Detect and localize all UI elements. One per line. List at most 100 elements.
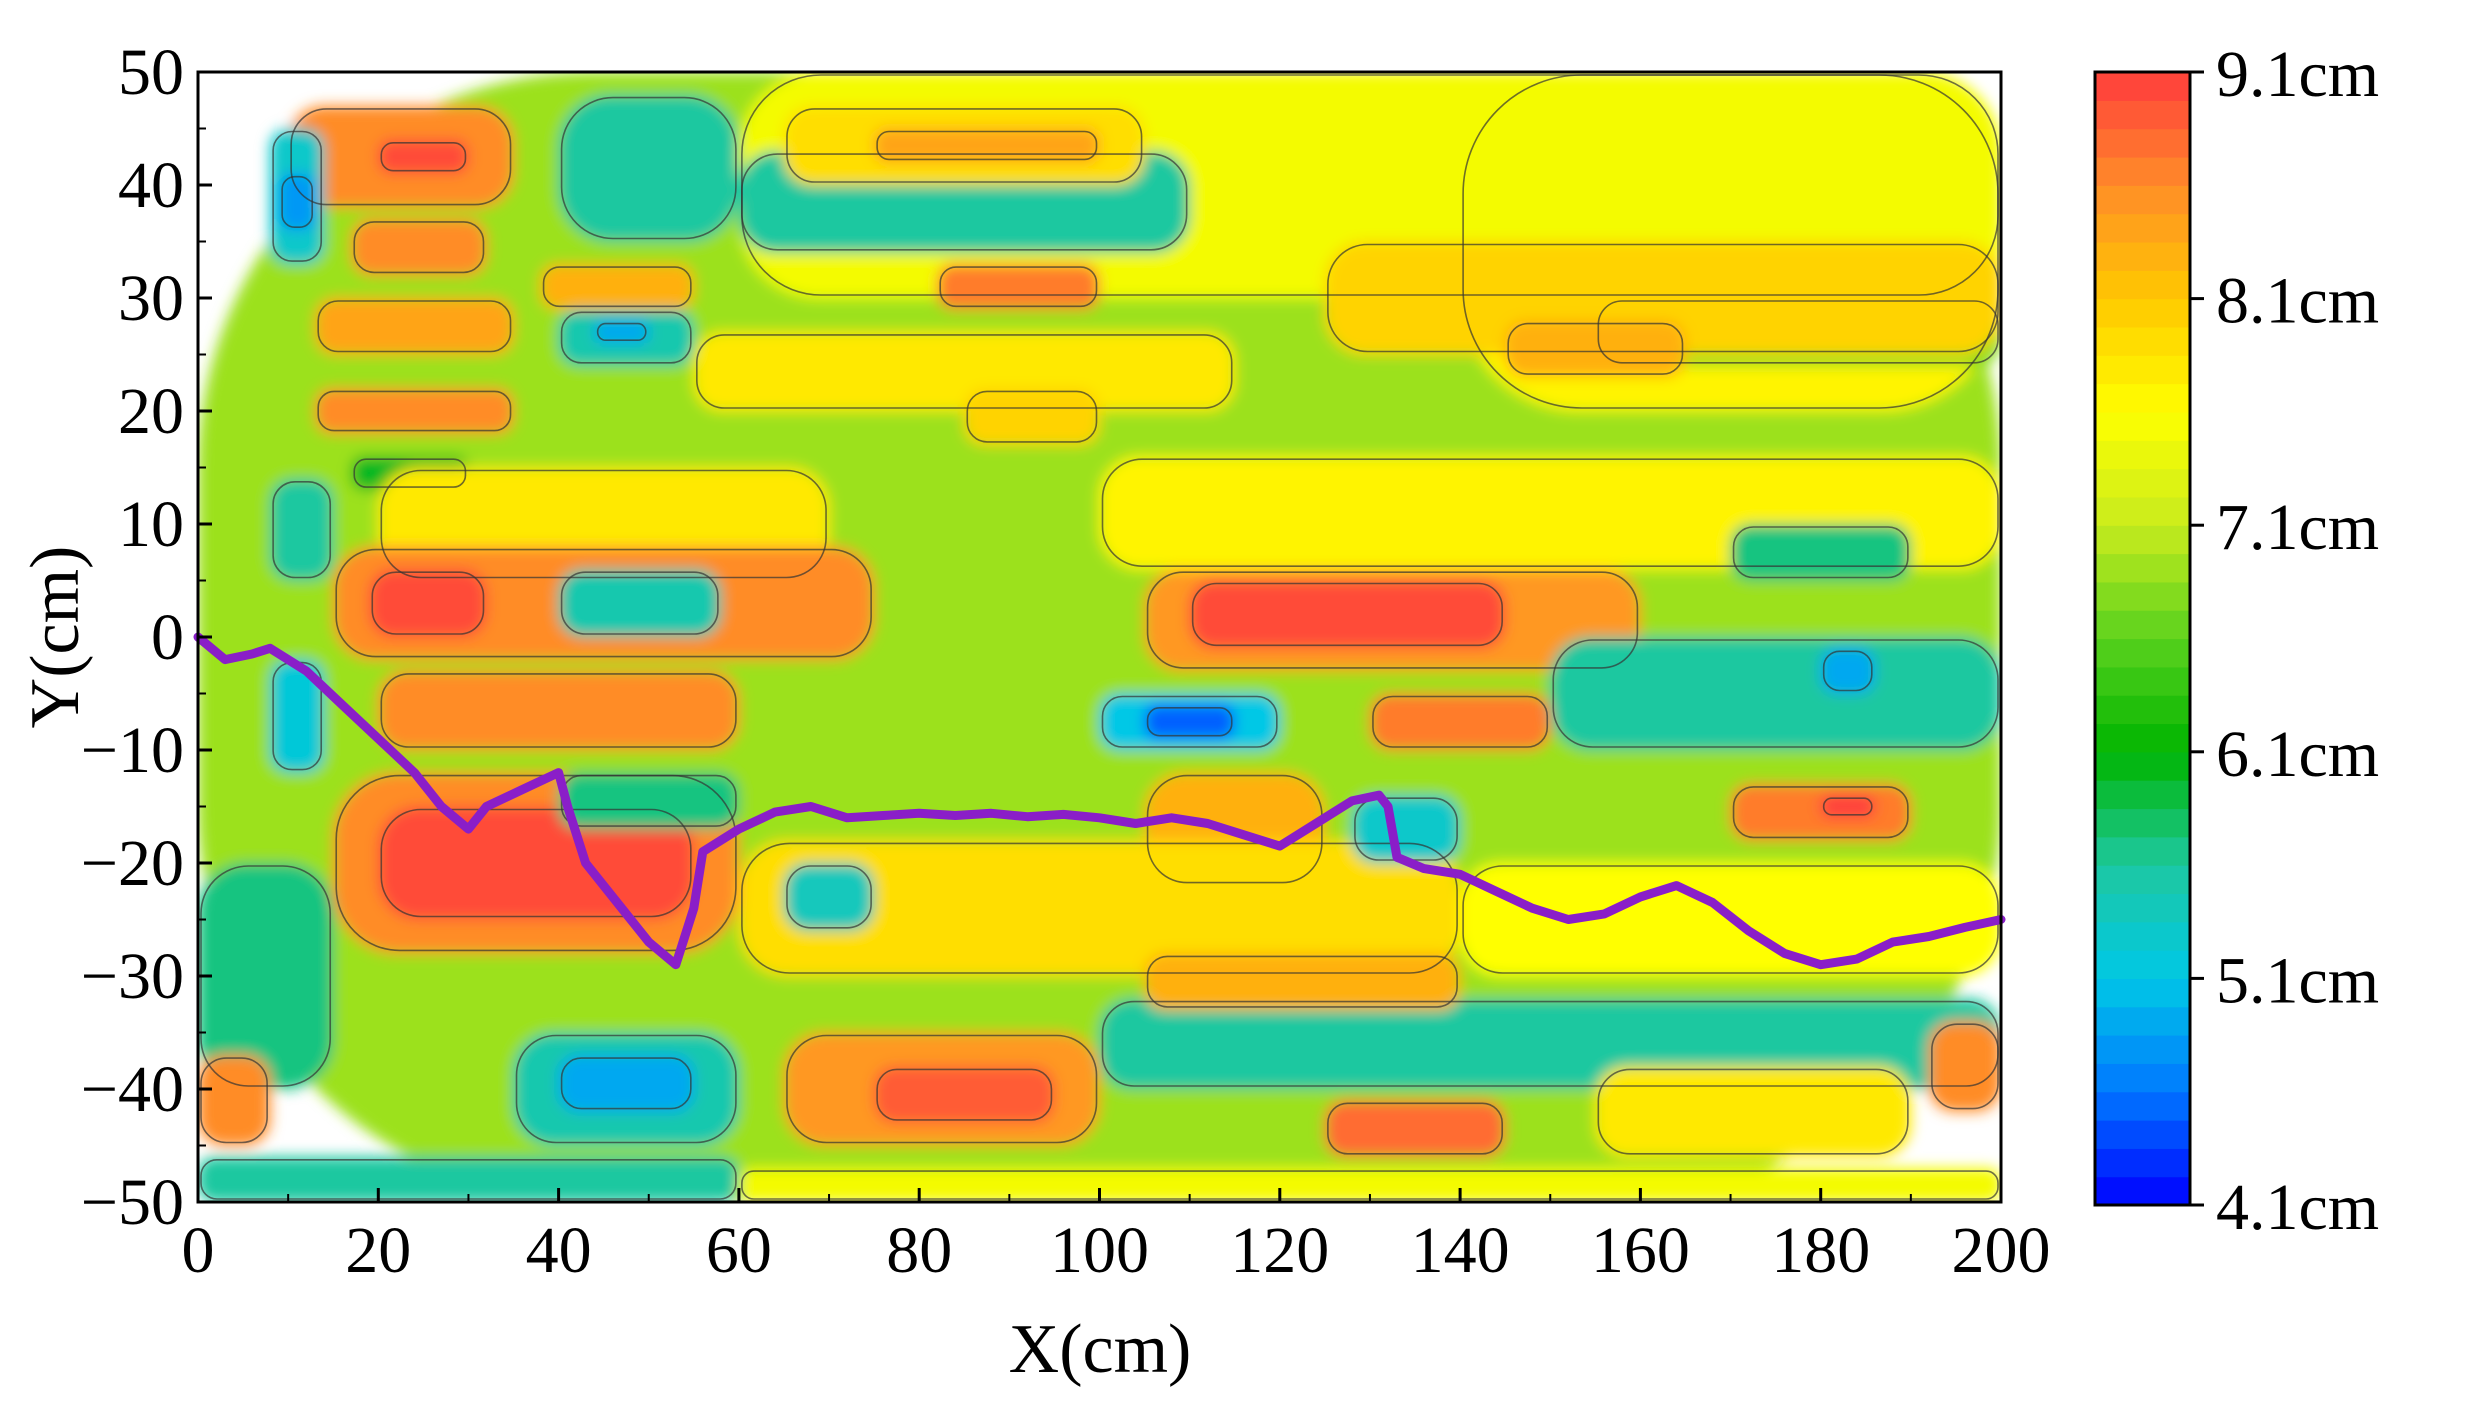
x-tick-label: 0: [182, 1214, 215, 1287]
contour-region: [198, 863, 334, 1089]
y-tick-label: −20: [81, 827, 184, 900]
contour-region: [378, 806, 694, 920]
colorbar-band: [2095, 1035, 2190, 1064]
contour-region: [1505, 320, 1686, 378]
contour-line: [1597, 1068, 1909, 1155]
contour-region: [1820, 648, 1875, 694]
contour-line: [1822, 797, 1873, 816]
colorbar-band: [2095, 298, 2190, 328]
colorbar-band: [2095, 978, 2190, 1008]
contour-line: [786, 108, 1143, 183]
colorbar-band: [2095, 1063, 2190, 1093]
contour-region: [1820, 795, 1875, 818]
plot-area: [198, 72, 2001, 1202]
colorbar-band: [2095, 950, 2190, 979]
colorbar-band: [2095, 1148, 2190, 1178]
contour-line: [1732, 526, 1909, 579]
colorbar-band: [2095, 751, 2190, 781]
contour-line: [281, 175, 313, 228]
colorbar-band: [2095, 156, 2190, 186]
contour-region: [738, 840, 1461, 976]
contour-line: [560, 96, 737, 240]
colorbar-band: [2095, 893, 2190, 923]
colorbar-band: [2095, 581, 2190, 611]
colorbar-band: [2095, 1006, 2190, 1036]
colorbar-band: [2095, 185, 2190, 215]
colorbar-band: [2095, 326, 2190, 356]
colorbar-band: [2095, 666, 2190, 696]
x-tick-label: 60: [706, 1214, 772, 1287]
contour-region: [378, 139, 469, 174]
colorbar-band: [2095, 610, 2190, 640]
y-tick-label: −10: [81, 714, 184, 787]
colorbar-band: [2095, 780, 2190, 810]
contour-region: [1550, 637, 2001, 750]
contour-line: [1822, 650, 1873, 692]
contour-region: [1144, 953, 1461, 1010]
x-tick-label: 180: [1771, 1214, 1870, 1287]
contour-line: [335, 774, 737, 952]
colorbar-band: [2095, 241, 2190, 271]
contour-region: [874, 1066, 1055, 1123]
contour-region: [315, 388, 514, 434]
contour-line: [786, 1034, 1098, 1144]
contour-line: [1146, 571, 1639, 669]
x-tick-label: 160: [1591, 1214, 1690, 1287]
contour-line: [560, 571, 719, 635]
colorbar-tick-label: 8.1cm: [2216, 265, 2379, 338]
y-tick-label: 40: [118, 149, 184, 222]
contour-line: [353, 458, 467, 488]
contour-line: [1372, 695, 1549, 748]
contour-line: [1597, 300, 1999, 364]
contour-line: [200, 1057, 268, 1144]
colorbar-band: [2095, 128, 2190, 158]
colorbar-tick-label: 6.1cm: [2216, 718, 2379, 791]
x-tick-label: 80: [886, 1214, 952, 1287]
colorbar-tick-label: 4.1cm: [2216, 1171, 2379, 1244]
contour-region: [783, 863, 875, 931]
trajectory-line: [193, 632, 2006, 970]
contour-region: [1324, 1100, 1506, 1157]
colorbar-band: [2095, 553, 2190, 583]
contour-line: [380, 808, 692, 918]
y-axis-title: Y(cm): [17, 546, 94, 729]
contour-region: [558, 1055, 694, 1112]
colorbar-band: [2095, 723, 2190, 753]
contour-line: [335, 548, 872, 658]
colorbar-band: [2095, 1120, 2190, 1149]
contour-region: [1351, 795, 1461, 863]
contour-region: [540, 264, 694, 310]
contour-line: [876, 130, 1098, 161]
contour-region: [937, 264, 1100, 310]
colorbar-band: [2095, 468, 2190, 498]
contour-region: [1324, 241, 2001, 355]
contour-line: [876, 1068, 1053, 1121]
y-tick-label: 50: [118, 36, 184, 109]
contour-region: [198, 1156, 739, 1202]
y-tick-label: 10: [118, 488, 184, 561]
colorbar-band: [2095, 921, 2190, 951]
colorbar-band: [2095, 808, 2190, 838]
colorbar-tick-label: 5.1cm: [2216, 944, 2379, 1017]
contour-region: [558, 772, 739, 830]
contour-line: [290, 108, 512, 206]
colorbar-band: [2095, 383, 2190, 413]
colorbar-band: [2095, 836, 2190, 866]
contour-region: [1730, 783, 1911, 841]
colorbar-band: [2095, 638, 2190, 668]
x-tick-label: 40: [526, 1214, 592, 1287]
contour-line: [317, 390, 512, 432]
contour-region: [1189, 580, 1506, 649]
contour-region: [1730, 524, 1911, 581]
contour-line: [1552, 639, 1999, 748]
colorbar-band: [2095, 865, 2190, 895]
contour-line: [272, 130, 323, 262]
contour-line: [371, 571, 485, 635]
x-tick-label: 200: [1952, 1214, 2051, 1287]
contour-line: [1507, 322, 1684, 375]
colorbar-band: [2095, 695, 2190, 725]
colorbar: 9.1cm 8.1cm 7.1cm 6.1cm 5.1cm 4.1cm: [2093, 38, 2379, 1244]
y-tick-label: 20: [118, 375, 184, 448]
contour-region: [270, 478, 334, 581]
